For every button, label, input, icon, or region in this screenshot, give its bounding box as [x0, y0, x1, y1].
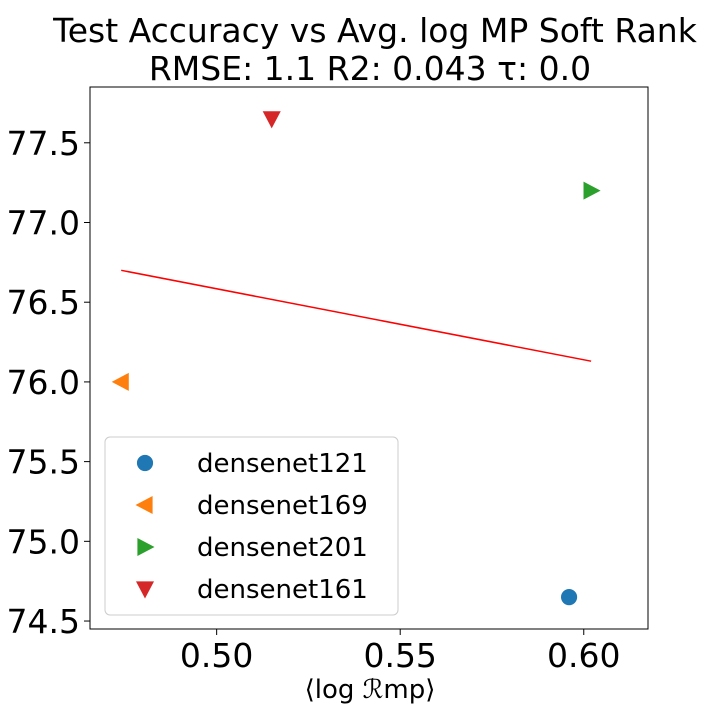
legend: densenet121 densenet169 densenet201 densene… — [104, 436, 399, 616]
y-tick-label: 75.0 — [7, 522, 80, 561]
plot-area: 0.50 0.55 0.60 74.5 75.0 75.5 76.0 76.5 77.0 77.5 — [7, 86, 649, 675]
x-axis-label: ⟨log ℛmp⟩ — [305, 675, 436, 705]
y-tick-label: 75.5 — [7, 443, 80, 482]
data-point-densenet201 — [583, 181, 601, 200]
y-tick-label: 74.5 — [7, 602, 80, 641]
chart-subtitle: RMSE: 1.1 R2: 0.043 τ: 0.0 — [149, 49, 591, 88]
legend-marker-densenet169 — [135, 495, 153, 515]
legend-marker-densenet121 — [136, 454, 154, 472]
legend-label: densenet201 — [197, 533, 368, 563]
legend-marker-densenet161 — [135, 581, 155, 599]
y-tick-label: 77.0 — [7, 204, 80, 243]
legend-label: densenet169 — [197, 491, 368, 521]
legend-marker-densenet201 — [137, 537, 155, 557]
x-tick-label: 0.60 — [547, 636, 620, 675]
plot-frame — [89, 86, 649, 630]
data-point-densenet169 — [111, 372, 129, 391]
x-tick-label: 0.55 — [363, 636, 436, 675]
regression-line — [121, 269, 592, 362]
data-point-densenet121 — [560, 589, 578, 606]
x-tick-label: 0.50 — [180, 636, 253, 675]
legend-label: densenet121 — [197, 449, 368, 479]
y-tick-label: 77.5 — [7, 124, 80, 163]
y-tick-label: 76.0 — [7, 363, 80, 402]
y-tick-label: 76.5 — [7, 283, 80, 322]
chart-title: Test Accuracy vs Avg. log MP Soft Rank — [52, 11, 698, 50]
legend-box — [104, 436, 399, 616]
legend-label: densenet161 — [197, 575, 368, 605]
data-point-densenet161 — [262, 111, 281, 129]
